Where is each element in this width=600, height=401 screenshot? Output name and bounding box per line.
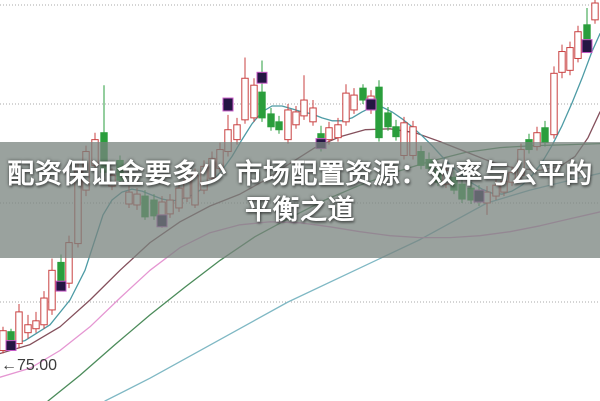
candle-body-up [566,47,574,71]
candle-body-up [342,92,350,123]
candle-body-up [334,124,342,139]
candle-body-up [292,111,300,126]
signal-marker [55,280,67,292]
candle-body-up [32,320,40,330]
candle-body-down [375,86,383,139]
caption-line-2: 平衡之道 [245,195,355,225]
signal-marker [365,98,377,111]
caption-overlay: 配资保证金要多少 市场配置资源：效率与公平的 平衡之道 [0,142,600,258]
candle-body-down [392,126,400,138]
candle-body-down [267,113,275,128]
candle-body-up [40,297,48,326]
candle-body-down [384,112,392,128]
candle-body-down [359,87,367,101]
candle-body-up [309,107,317,123]
candle-body-up [591,2,599,21]
signal-marker [256,71,268,84]
price-annotation: ←75.00 [1,357,58,374]
candle-body-up [550,72,558,136]
candle-body-up [300,99,308,117]
candle-body-up [233,124,241,141]
signal-marker [5,340,17,352]
signal-marker [581,39,593,54]
candle-body-up [24,324,32,334]
candle-body-down [57,261,65,283]
candle-body-up [241,77,249,121]
candle-body-up [48,269,56,311]
candle-body-up [574,31,582,59]
candle-body-up [325,127,333,141]
candle-body-down [275,121,283,131]
candle-body-up [284,109,292,141]
candle-body-down [258,91,266,119]
caption-line-1: 配资保证金要多少 市场配置资源：效率与公平的 [7,159,593,189]
candle-body-up [0,330,7,352]
candle-body-up [15,311,23,345]
candle-body-up [350,94,358,111]
signal-marker [222,97,234,112]
candle-body-down [583,24,591,41]
candle-body-up [558,51,566,73]
candle-body-down [541,127,549,144]
candle-body-up [250,84,258,119]
